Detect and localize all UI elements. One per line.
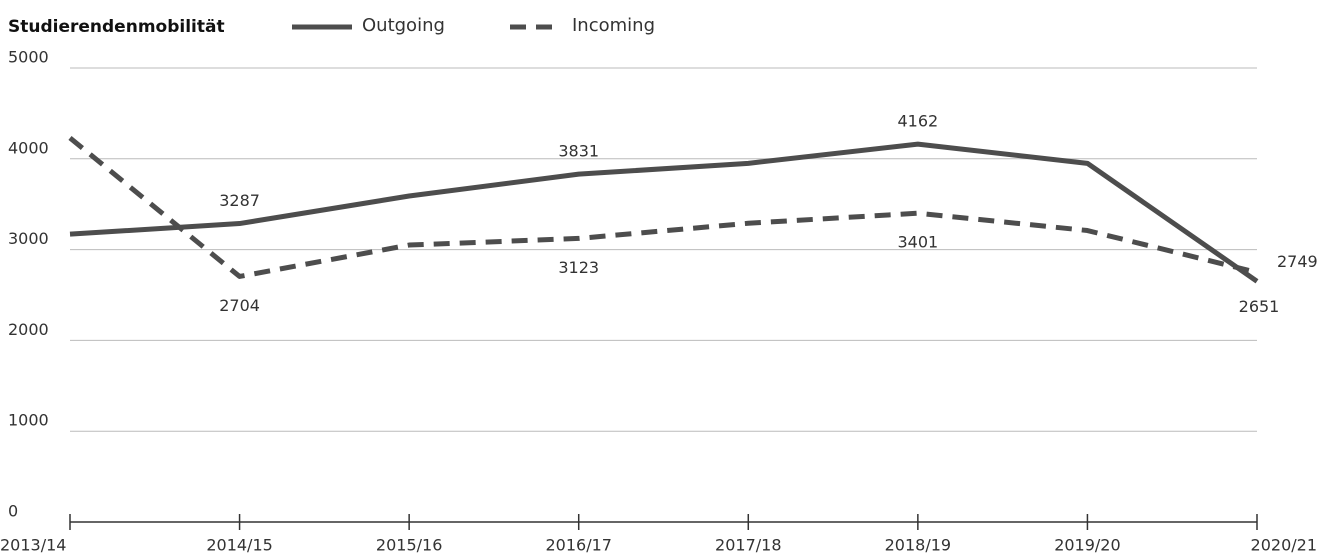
data-label: 3831 bbox=[558, 142, 599, 161]
x-tick-label: 2014/15 bbox=[206, 536, 272, 555]
data-label: 3401 bbox=[897, 233, 938, 252]
x-tick-label: 2018/19 bbox=[885, 536, 951, 555]
x-tick-label: 2015/16 bbox=[376, 536, 442, 555]
data-label: 2749 bbox=[1277, 252, 1318, 271]
data-label: 3287 bbox=[219, 191, 260, 210]
y-tick-label: 4000 bbox=[8, 138, 49, 157]
series-line bbox=[68, 135, 1258, 279]
y-tick-label: 2000 bbox=[8, 320, 49, 339]
x-tick-label: 2019/20 bbox=[1054, 536, 1120, 555]
series-line bbox=[69, 141, 1259, 284]
y-tick-label: 1000 bbox=[8, 411, 49, 430]
y-tick-label: 5000 bbox=[8, 48, 49, 67]
data-label: 2704 bbox=[219, 296, 260, 315]
data-label: 4162 bbox=[897, 112, 938, 131]
legend-label: Outgoing bbox=[362, 15, 445, 36]
x-tick-label: 2016/17 bbox=[545, 536, 611, 555]
x-tick-label: 2020/21 bbox=[1251, 536, 1317, 555]
x-tick-label: 2013/14 bbox=[0, 536, 66, 555]
legend-label: Incoming bbox=[572, 15, 655, 36]
y-tick-label: 3000 bbox=[8, 229, 49, 248]
chart-title: Studierendenmobilität bbox=[8, 17, 225, 37]
y-tick-label: 0 bbox=[8, 502, 18, 521]
x-tick-label: 2017/18 bbox=[715, 536, 781, 555]
data-label: 3123 bbox=[558, 258, 599, 277]
data-label: 2651 bbox=[1239, 297, 1280, 316]
